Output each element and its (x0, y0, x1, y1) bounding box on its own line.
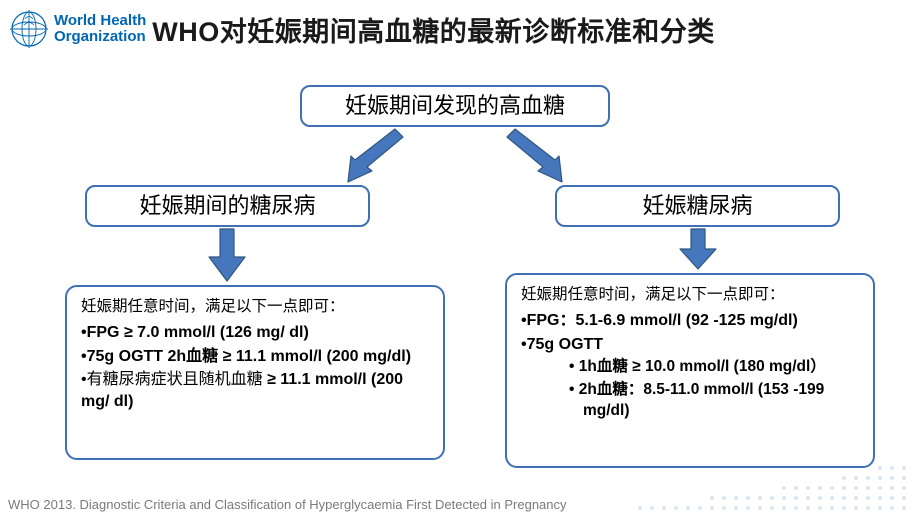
flow-left-box: 妊娠期间的糖尿病 (85, 185, 370, 227)
arrow-left-down (205, 227, 249, 283)
flow-top-box: 妊娠期间发现的高血糖 (300, 85, 610, 127)
title-rest: 对妊娠期间高血糖的最新诊断标准和分类 (220, 17, 715, 47)
arrow-right-down (676, 227, 720, 271)
title-prefix: WHO (152, 17, 219, 47)
who-logo-block: World Health Organization (8, 8, 146, 50)
page-title: WHO对妊娠期间高血糖的最新诊断标准和分类 (152, 10, 714, 49)
flow-right-box: 妊娠糖尿病 (555, 185, 840, 227)
arrow-top-left (345, 127, 405, 185)
right-criteria-box: 妊娠期任意时间，满足以下一点即可： •FPG：5.1-6.9 mmol/l (9… (505, 273, 875, 468)
decorative-dots (620, 458, 920, 518)
logo-line1: World Health (54, 13, 146, 29)
right-criteria-item: •75g OGTT (521, 334, 859, 356)
right-criteria-sub: 2h血糖：8.5-11.0 mmol/l (153 -199 mg/dl) (569, 380, 859, 422)
header: World Health Organization WHO对妊娠期间高血糖的最新… (0, 0, 920, 50)
left-criteria-item: •75g OGTT 2h血糖 ≥ 11.1 mmol/l (200 mg/dl) (81, 346, 429, 368)
left-criteria-item: •FPG ≥ 7.0 mmol/l (126 mg/ dl) (81, 322, 429, 344)
left-criteria-item: •有糖尿病症状且随机血糖 ≥ 11.1 mmol/l (200 mg/ dl) (81, 369, 429, 412)
footer-citation: WHO 2013. Diagnostic Criteria and Classi… (8, 497, 567, 512)
left-criteria-intro: 妊娠期任意时间，满足以下一点即可： (81, 297, 429, 318)
arrow-top-right (505, 127, 565, 185)
who-logo-text: World Health Organization (54, 13, 146, 45)
left-criteria-box: 妊娠期任意时间，满足以下一点即可： •FPG ≥ 7.0 mmol/l (126… (65, 285, 445, 460)
right-criteria-sub: 1h血糖 ≥ 10.0 mmol/l (180 mg/dl） (569, 357, 859, 378)
logo-line2: Organization (54, 29, 146, 45)
right-criteria-intro: 妊娠期任意时间，满足以下一点即可： (521, 285, 859, 306)
right-criteria-item: •FPG：5.1-6.9 mmol/l (92 -125 mg/dl) (521, 310, 859, 332)
who-logo-icon (8, 8, 50, 50)
